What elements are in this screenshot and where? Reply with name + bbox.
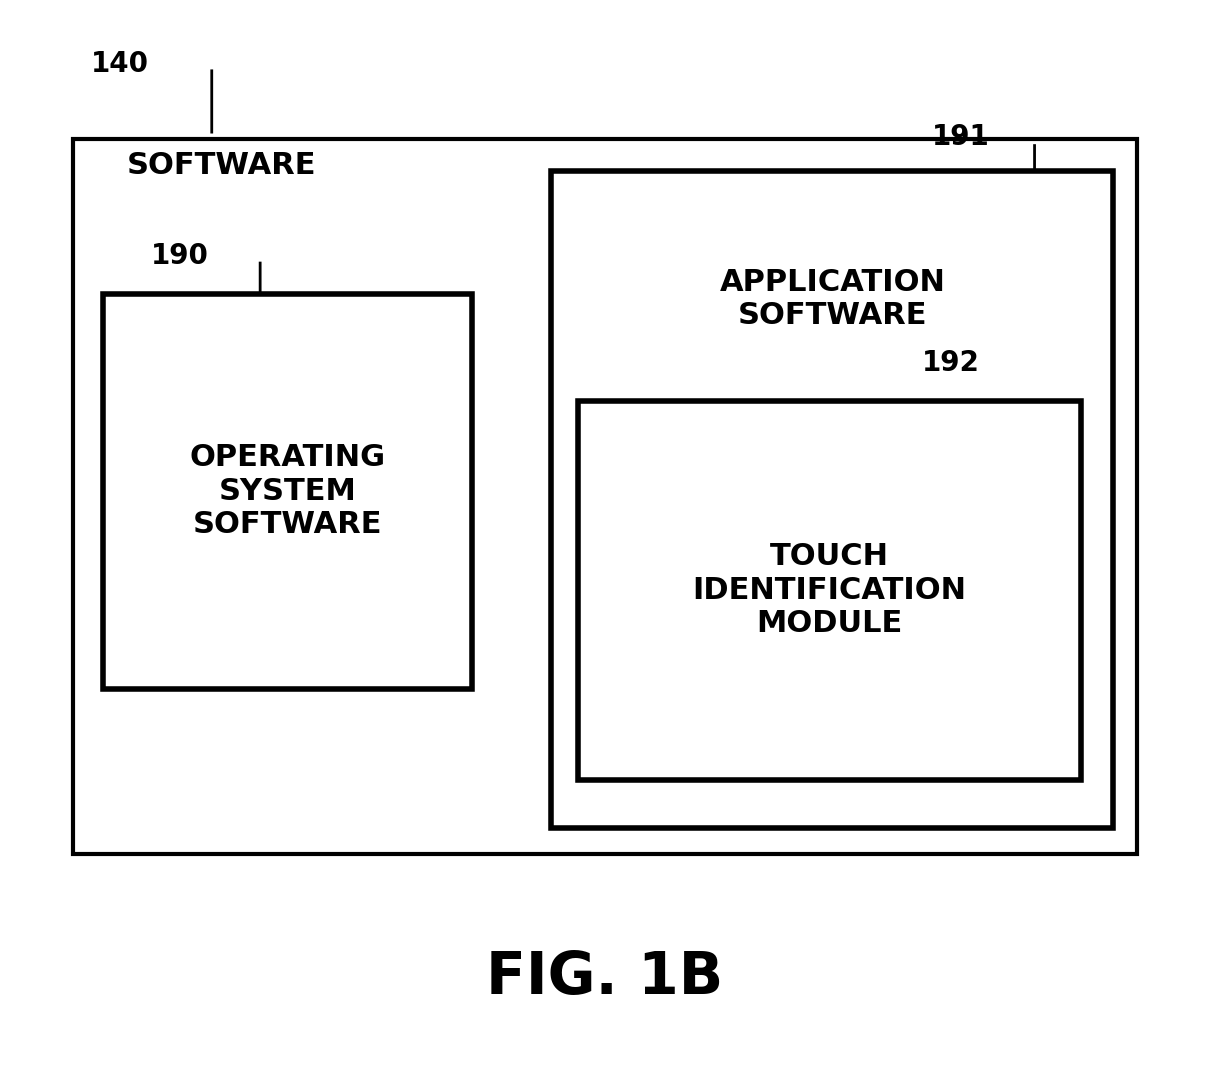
- Text: APPLICATION
SOFTWARE: APPLICATION SOFTWARE: [720, 268, 945, 330]
- Bar: [103, 294, 472, 689]
- Text: SOFTWARE: SOFTWARE: [127, 151, 317, 180]
- Text: 140: 140: [91, 50, 149, 78]
- Text: TOUCH
IDENTIFICATION
MODULE: TOUCH IDENTIFICATION MODULE: [692, 541, 967, 639]
- Text: FIG. 1B: FIG. 1B: [486, 948, 724, 1006]
- Text: 192: 192: [922, 349, 980, 377]
- Text: 191: 191: [932, 123, 990, 151]
- Bar: [73, 139, 1137, 854]
- Bar: [578, 400, 1081, 780]
- Text: 190: 190: [151, 242, 209, 270]
- Text: OPERATING
SYSTEM
SOFTWARE: OPERATING SYSTEM SOFTWARE: [189, 443, 386, 539]
- Bar: [551, 171, 1113, 828]
